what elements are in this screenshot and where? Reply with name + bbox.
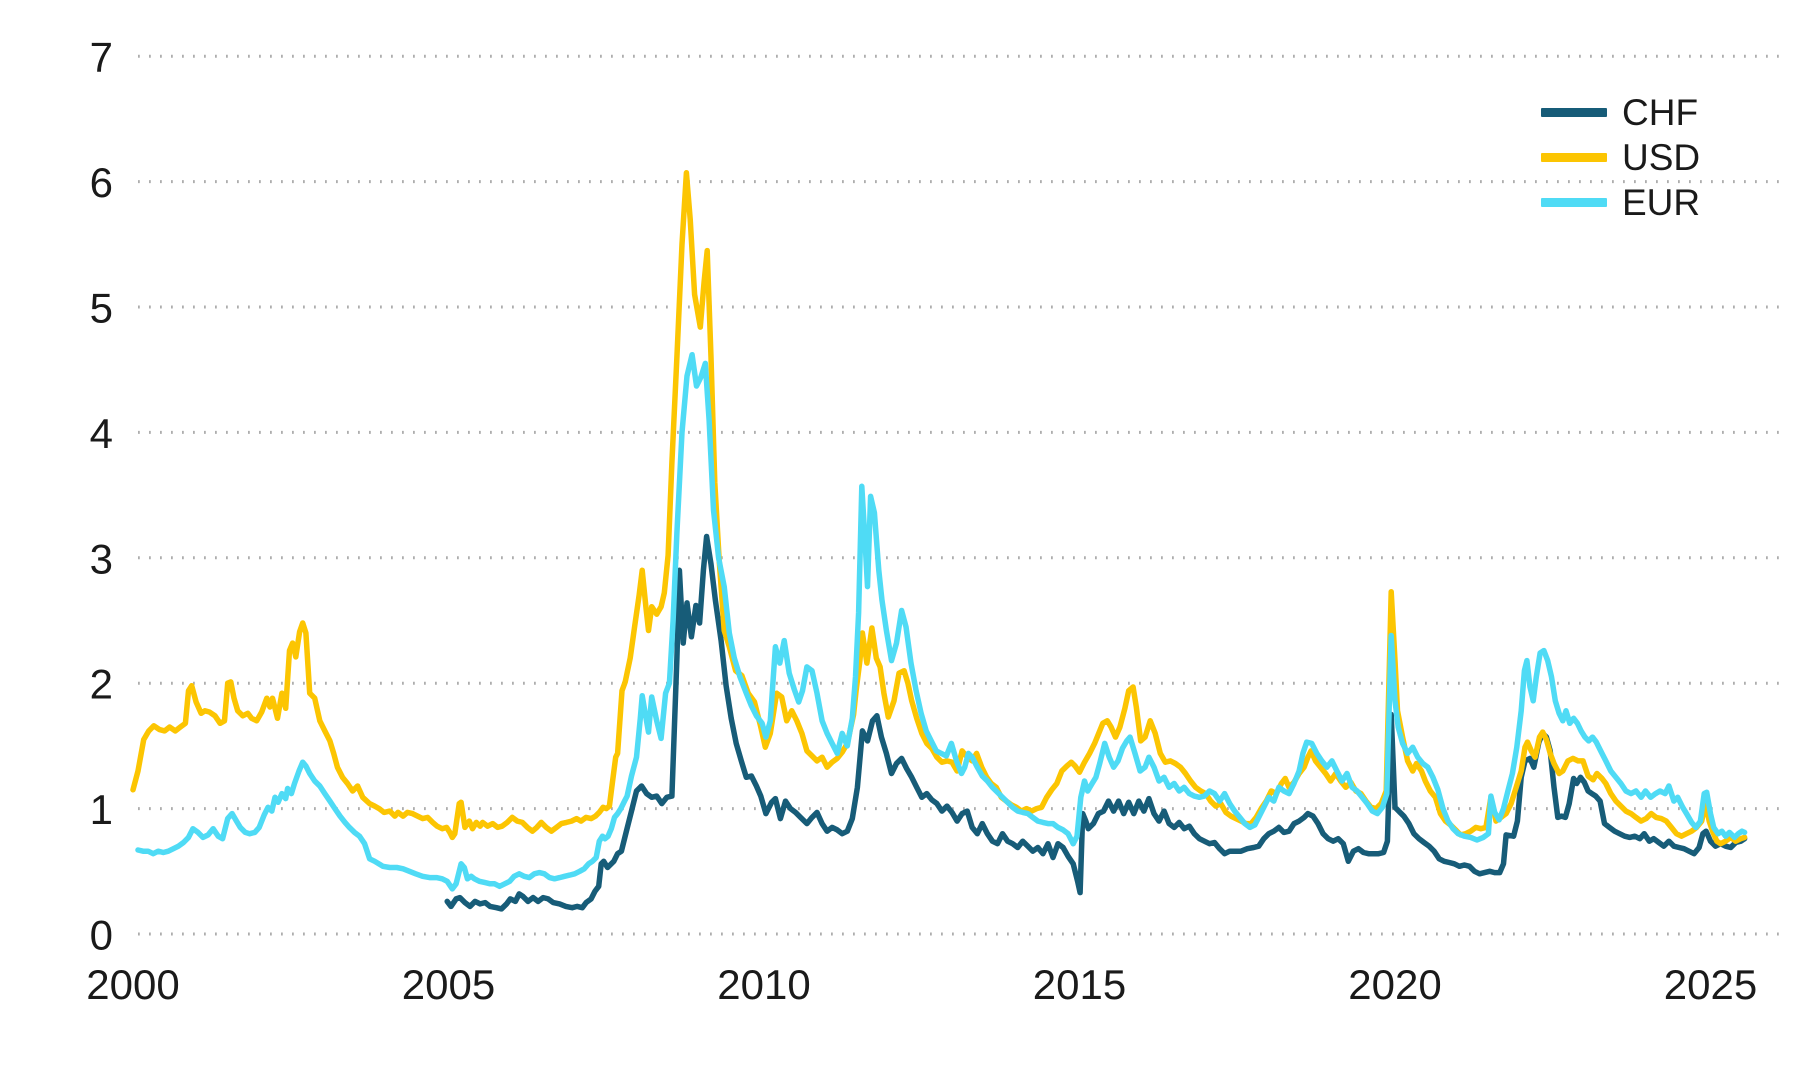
x-tick-label-2015: 2015 <box>1033 961 1126 1008</box>
legend-item-usd: USD <box>1541 135 1700 180</box>
legend-item-chf: CHF <box>1541 90 1700 135</box>
y-tick-label-2: 2 <box>90 661 113 708</box>
legend-item-eur: EUR <box>1541 180 1700 225</box>
legend: CHF USD EUR <box>1541 90 1700 225</box>
legend-label-eur: EUR <box>1622 182 1701 223</box>
legend-swatch-eur-icon <box>1541 198 1607 207</box>
legend-swatch-chf-icon <box>1541 108 1607 117</box>
x-tick-label-2000: 2000 <box>86 961 179 1008</box>
legend-swatch-usd-icon <box>1541 153 1607 162</box>
y-tick-label-7: 7 <box>90 34 113 81</box>
y-tick-label-0: 0 <box>90 912 113 959</box>
legend-label-usd: USD <box>1622 137 1701 178</box>
x-tick-label-2010: 2010 <box>717 961 810 1008</box>
series-line-usd <box>130 170 1748 847</box>
y-tick-label-6: 6 <box>90 159 113 206</box>
x-tick-label-2025: 2025 <box>1664 961 1757 1008</box>
series-line-eur <box>135 351 1748 892</box>
y-tick-label-4: 4 <box>90 410 113 457</box>
x-tick-label-2005: 2005 <box>402 961 495 1008</box>
y-tick-label-5: 5 <box>90 285 113 332</box>
y-tick-label-3: 3 <box>90 535 113 582</box>
x-tick-label-2020: 2020 <box>1348 961 1441 1008</box>
legend-label-chf: CHF <box>1622 92 1699 133</box>
y-tick-label-1: 1 <box>90 786 113 833</box>
